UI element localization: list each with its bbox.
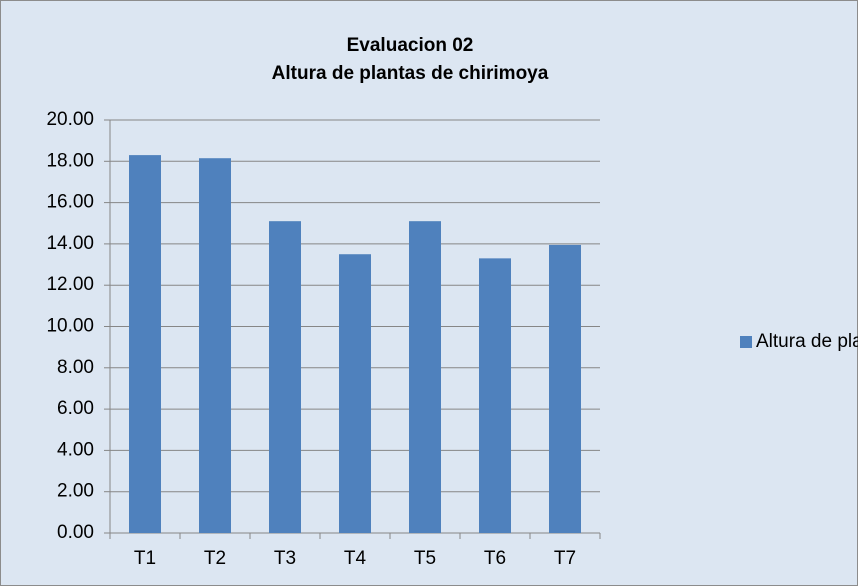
y-tick-label: 12.00 <box>46 274 94 295</box>
legend-swatch <box>740 336 752 348</box>
chart-title: Altura de plantas de chirimoya <box>272 63 549 84</box>
bar <box>269 221 301 533</box>
bar <box>549 244 581 533</box>
y-tick-label: 14.00 <box>46 233 94 254</box>
legend-label: Altura de plantas <box>756 331 858 352</box>
bar <box>479 258 511 533</box>
bar <box>199 158 231 533</box>
x-tick-label: T3 <box>274 548 296 569</box>
y-tick-label: 18.00 <box>46 150 94 171</box>
y-tick-label: 10.00 <box>46 316 94 337</box>
y-tick-label: 16.00 <box>46 192 94 213</box>
y-tick-label: 20.00 <box>46 109 94 130</box>
x-tick-label: T7 <box>554 548 576 569</box>
y-tick-label: 8.00 <box>57 357 94 378</box>
bar <box>339 254 371 533</box>
y-tick-label: 6.00 <box>57 398 94 419</box>
x-tick-label: T2 <box>204 548 226 569</box>
x-tick-label: T4 <box>344 548 367 569</box>
y-tick-label: 4.00 <box>57 439 94 460</box>
y-tick-label: 0.00 <box>57 522 94 543</box>
x-tick-label: T5 <box>414 548 436 569</box>
chart-title: Evaluacion 02 <box>347 35 474 56</box>
x-tick-label: T1 <box>134 548 156 569</box>
bar <box>129 155 161 534</box>
x-tick-label: T6 <box>484 548 506 569</box>
bar <box>409 221 441 533</box>
y-tick-label: 2.00 <box>57 481 94 502</box>
